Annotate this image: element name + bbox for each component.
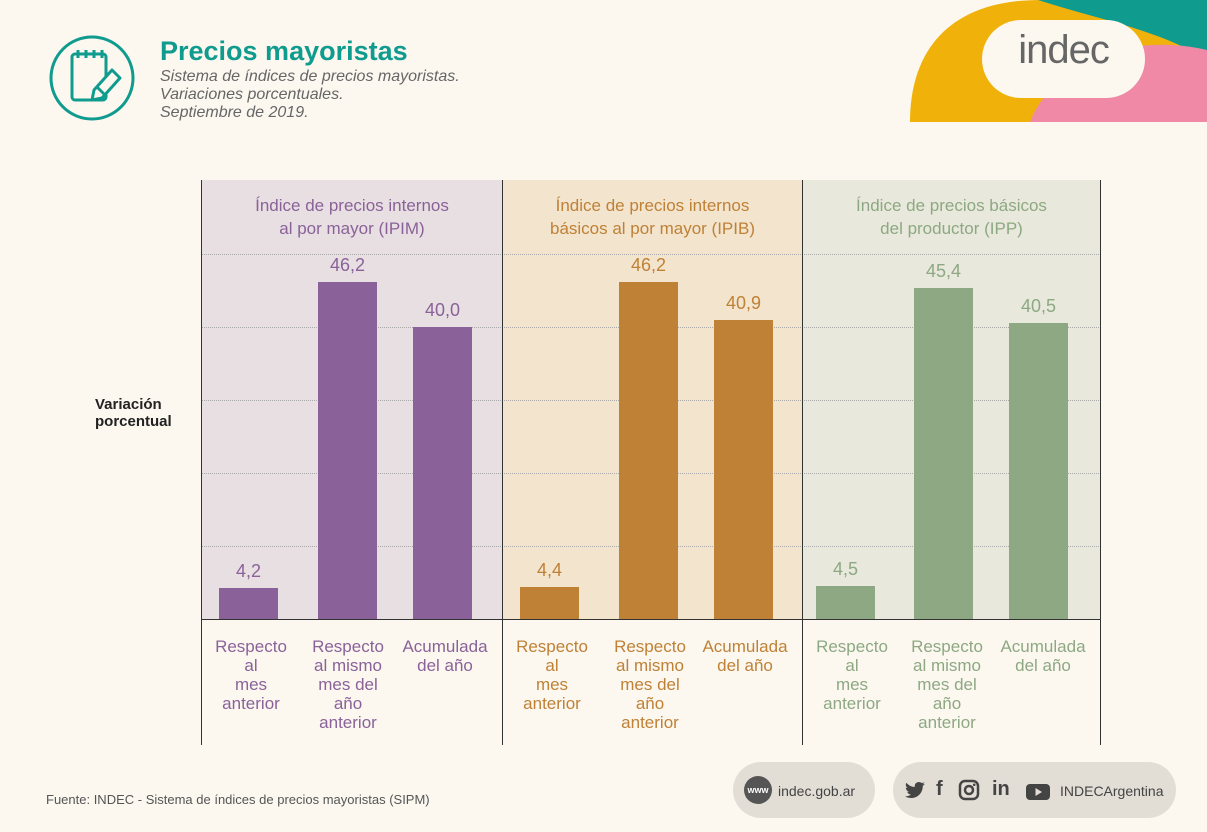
bar-ipib-0 <box>520 586 579 619</box>
panel-title-line: Índice de precios básicos <box>856 196 1047 215</box>
data-label-ipp-1: 45,4 <box>925 260 962 281</box>
category-label-line: anterior <box>621 713 679 732</box>
category-label-ipp-2: Acumulada del año <box>993 637 1093 675</box>
category-label-line: año <box>932 694 962 713</box>
category-label-line: anterior <box>222 694 280 713</box>
y-axis-label-line: Variación <box>95 396 162 413</box>
category-label-line: anterior <box>523 694 581 713</box>
category-label-ipim-2: Acumulada del año <box>395 637 495 675</box>
category-label-line: mes <box>535 675 569 694</box>
category-label-line: Respecto <box>516 637 588 656</box>
data-label-ipib-1: 46,2 <box>630 254 667 275</box>
panel-title-line: del productor (IPP) <box>880 219 1023 238</box>
category-label-ipp-1: Respecto al mismo mes del año anterior <box>897 637 997 732</box>
category-label-line: del año <box>1015 656 1071 675</box>
y-axis-label-line: porcentual <box>95 413 172 430</box>
panel-title-line: Índice de precios internos <box>555 196 750 215</box>
category-label-line: Respecto <box>911 637 983 656</box>
data-label-ipp-2: 40,5 <box>1020 296 1057 317</box>
page-title: Precios mayoristas <box>160 36 408 66</box>
category-label-line: del año <box>417 656 473 675</box>
category-label-line: al mismo <box>615 656 684 675</box>
category-label-line: Respecto <box>816 637 888 656</box>
indec-logo: indec <box>1018 28 1110 72</box>
category-label-ipib-1: Respecto al mismo mes del año anterior <box>600 637 700 732</box>
panel-title-line: básicos al por mayor (IPIB) <box>549 219 755 238</box>
website-link[interactable]: indec.gob.ar <box>778 783 856 799</box>
logo-pill <box>982 20 1145 98</box>
bar-ipib-1 <box>619 281 678 619</box>
subtitle-line: Variaciones porcentuales. <box>160 86 344 103</box>
source-note: Fuente: INDEC - Sistema de índices de pr… <box>46 792 430 807</box>
category-label-line: Acumulada <box>702 637 788 656</box>
category-label-line: al mismo <box>313 656 382 675</box>
category-label-ipim-1: Respecto al mismo mes del año anterior <box>298 637 398 732</box>
panel-title-ipim: Índice de precios internos al por mayor … <box>202 194 502 240</box>
bar-ipp-0 <box>816 586 875 619</box>
data-label-ipim-2: 40,0 <box>424 300 461 320</box>
category-label-line: mes del <box>917 675 977 694</box>
category-label-line: Acumulada <box>1000 637 1086 656</box>
social-handle[interactable]: INDECArgentina <box>1060 783 1164 799</box>
bar-ipp-1 <box>914 287 973 619</box>
category-label-ipim-0: Respecto al mes anterior <box>201 637 301 713</box>
data-label-ipim-0: 4,2 <box>235 561 262 582</box>
bar-ipib-2 <box>714 320 773 619</box>
twitter-icon[interactable] <box>904 782 926 800</box>
youtube-icon[interactable] <box>1026 784 1050 800</box>
instagram-icon[interactable] <box>958 779 980 801</box>
divider-line <box>802 180 803 745</box>
category-label-line: Acumulada <box>402 637 488 656</box>
category-label-line: mes del <box>620 675 680 694</box>
data-label-ipp-0: 4,5 <box>832 559 859 580</box>
panel-title-ipp: Índice de precios básicos del productor … <box>803 194 1100 240</box>
page-subtitle: Sistema de índices de precios mayoristas… <box>160 68 460 122</box>
bar-ipim-0 <box>219 588 278 619</box>
divider-line <box>502 180 503 745</box>
category-label-ipp-0: Respecto al mes anterior <box>802 637 902 713</box>
category-label-line: mes del <box>318 675 378 694</box>
category-label-ipib-2: Acumulada del año <box>695 637 795 675</box>
category-label-line: anterior <box>823 694 881 713</box>
category-label-line: año <box>635 694 665 713</box>
panel-title-ipib: Índice de precios internos básicos al po… <box>503 194 802 240</box>
category-label-line: Respecto <box>614 637 686 656</box>
subtitle-line: Septiembre de 2019. <box>160 104 309 121</box>
data-label-ipib-2: 40,9 <box>725 293 762 314</box>
category-label-line: del año <box>717 656 773 675</box>
bar-ipim-1 <box>318 281 377 619</box>
category-label-line: al <box>845 656 859 675</box>
x-axis-baseline <box>201 619 1101 620</box>
data-label-ipib-0: 4,4 <box>536 559 563 580</box>
subtitle-line: Sistema de índices de precios mayoristas… <box>160 68 460 85</box>
category-label-ipib-0: Respecto al mes anterior <box>502 637 602 713</box>
category-label-line: Respecto <box>215 637 287 656</box>
divider-line <box>1100 180 1101 745</box>
category-label-line: al <box>545 656 559 675</box>
category-label-line: al mismo <box>912 656 981 675</box>
y-axis-label: Variación porcentual <box>95 396 172 430</box>
panel-title-line: Índice de precios internos <box>255 196 449 215</box>
category-label-line: al <box>244 656 258 675</box>
panel-title-line: al por mayor (IPIM) <box>279 219 425 238</box>
gridline <box>201 254 1101 255</box>
category-label-line: mes <box>234 675 268 694</box>
notepad-pencil-icon <box>49 35 135 121</box>
data-label-ipim-1: 46,2 <box>329 254 366 275</box>
bar-ipim-2 <box>413 327 472 619</box>
www-icon: www <box>744 776 772 804</box>
linkedin-icon[interactable]: in <box>992 778 1010 800</box>
category-label-line: anterior <box>319 713 377 732</box>
divider-line <box>201 180 202 745</box>
bar-ipp-2 <box>1009 323 1068 619</box>
facebook-icon[interactable]: f <box>936 778 943 800</box>
category-label-line: anterior <box>918 713 976 732</box>
category-label-line: mes <box>835 675 869 694</box>
category-label-line: año <box>333 694 363 713</box>
category-label-line: Respecto <box>312 637 384 656</box>
